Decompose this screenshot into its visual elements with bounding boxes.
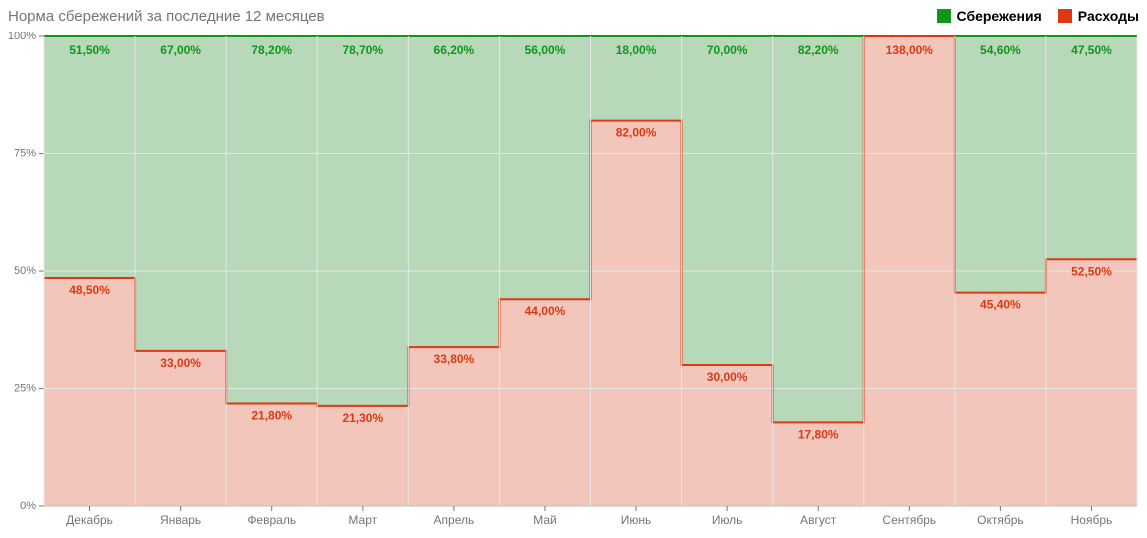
xtick-label: Февраль	[247, 513, 296, 527]
savings-data-label: 78,70%	[342, 43, 383, 57]
savings-data-label: 78,20%	[251, 43, 292, 57]
savings-data-label: 47,50%	[1071, 43, 1112, 57]
savings-data-label: 70,00%	[707, 43, 748, 57]
chart-area: 0% 25% 50% 75% 100% Декабрь Январь Февраль Март А…	[0, 32, 1147, 538]
savings-data-label: 51,50%	[69, 43, 110, 57]
legend-label-expenses: Расходы	[1078, 8, 1139, 24]
ytick-label: 25%	[14, 382, 36, 394]
expenses-data-label: 21,30%	[342, 411, 383, 425]
xtick-label: Май	[533, 513, 557, 527]
expenses-data-label: 33,80%	[434, 352, 475, 366]
xtick-label: Январь	[160, 513, 201, 527]
xtick-label: Март	[348, 513, 377, 527]
ytick-label: 100%	[8, 32, 36, 42]
xtick-label: Июнь	[621, 513, 652, 527]
expenses-data-label: 21,80%	[251, 409, 292, 423]
expenses-data-label: 52,50%	[1071, 264, 1112, 278]
legend: Сбережения Расходы	[937, 8, 1139, 24]
savings-data-label: 66,20%	[434, 43, 475, 57]
expenses-data-label: 17,80%	[798, 427, 839, 441]
expenses-data-label: 45,40%	[980, 298, 1021, 312]
savings-data-label: 67,00%	[160, 43, 201, 57]
ytick-label: 75%	[14, 147, 36, 159]
savings-data-label: 82,20%	[798, 43, 839, 57]
expenses-data-label: 82,00%	[616, 126, 657, 140]
savings-data-label: 138,00%	[886, 43, 934, 57]
legend-swatch-expenses	[1058, 9, 1072, 23]
legend-swatch-savings	[937, 9, 951, 23]
xtick-label: Декабрь	[66, 513, 113, 527]
legend-item-expenses: Расходы	[1058, 8, 1139, 24]
ytick-label: 0%	[20, 500, 36, 512]
xtick-label: Октябрь	[977, 513, 1024, 527]
legend-label-savings: Сбережения	[957, 8, 1042, 24]
xtick-label: Июль	[712, 513, 743, 527]
legend-item-savings: Сбережения	[937, 8, 1042, 24]
expenses-data-label: 33,00%	[160, 356, 201, 370]
expenses-data-label: 44,00%	[525, 304, 566, 318]
chart-title: Норма сбережений за последние 12 месяцев	[8, 8, 937, 25]
savings-data-label: 54,60%	[980, 43, 1021, 57]
ytick-label: 50%	[14, 265, 36, 277]
xtick-label: Апрель	[434, 513, 475, 527]
xtick-label: Сентябрь	[882, 513, 936, 527]
savings-data-label: 18,00%	[616, 43, 657, 57]
xtick-label: Август	[800, 513, 837, 527]
expenses-data-label: 48,50%	[69, 283, 110, 297]
chart-svg: 0% 25% 50% 75% 100% Декабрь Январь Февраль Март А…	[0, 32, 1147, 538]
xtick-label: Ноябрь	[1071, 513, 1113, 527]
savings-data-label: 56,00%	[525, 43, 566, 57]
expenses-data-label: 30,00%	[707, 370, 748, 384]
